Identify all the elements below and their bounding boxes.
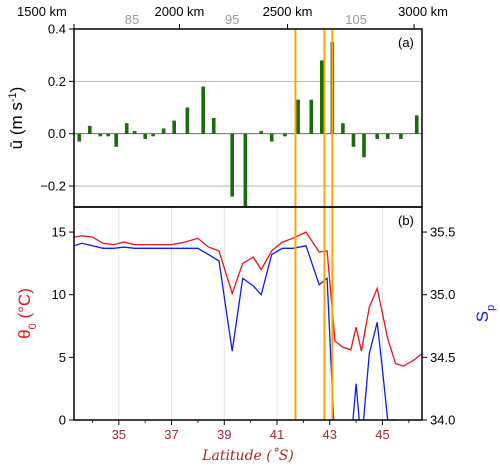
bar (341, 123, 345, 134)
frame-b (73, 206, 423, 421)
theta-line (74, 231, 422, 367)
bar (172, 120, 176, 134)
ytick-label-a: 0.2 (48, 74, 66, 89)
ylabel-b-right: Sp (473, 305, 497, 322)
bar (114, 133, 118, 147)
bar (375, 133, 379, 139)
orange-marker-lines (294, 29, 334, 420)
bar (88, 125, 92, 134)
panel-frames (73, 28, 423, 421)
ytick-label-b-left: 15 (52, 225, 66, 240)
bar (269, 133, 274, 142)
top-label-distance: 1500 km (17, 4, 67, 19)
xtick-label-b: 39 (217, 427, 231, 442)
ytick-label-a: 0.4 (48, 22, 66, 37)
ytick-label-b-right: 34.0 (430, 413, 455, 428)
bar (185, 107, 190, 134)
bar (211, 118, 216, 134)
bar (98, 133, 103, 137)
xtick-label-b: 35 (112, 427, 126, 442)
top-label-distance: 2500 km (263, 4, 313, 19)
panel-label-b: (b) (398, 213, 414, 228)
ylabel-a: ū (m s-1) (7, 87, 26, 150)
bar (414, 115, 419, 134)
bar (259, 131, 263, 134)
bar (243, 133, 248, 207)
ytick-label-a: 0.0 (48, 126, 66, 141)
bar (143, 133, 147, 139)
xtick-label-b: 45 (375, 427, 389, 442)
bar (385, 133, 390, 139)
top-label-distance: 3000 km (398, 4, 448, 19)
axis-labels: ū (m s-1) θ0 (°C) Sp Latitude (˚S) (7, 87, 497, 464)
bar (132, 131, 137, 134)
bar (106, 133, 111, 137)
top-label-longitude: 95 (225, 12, 239, 27)
panel-a: −0.2 0.0 0.2 0.4 1500 km 2000 km 2500 km 3000 k… (17, 4, 448, 207)
xlabel-b: Latitude (˚S) (201, 447, 294, 464)
ytick-label-b-left: 10 (52, 287, 66, 302)
bar (124, 123, 129, 134)
ytick-label-b-left: 0 (59, 413, 66, 428)
bar (77, 133, 82, 142)
salinity-line (74, 242, 396, 420)
panel-label-a: (a) (398, 35, 414, 50)
top-label-longitude: 105 (345, 12, 367, 27)
bar (283, 133, 287, 137)
ytick-label-b-right: 34.5 (430, 350, 455, 365)
bar (296, 99, 300, 134)
xtick-label-b: 37 (164, 427, 178, 442)
bar (230, 133, 234, 197)
bar (351, 133, 356, 147)
bar (320, 60, 324, 134)
bar (201, 86, 205, 134)
ytick-label-b-right: 35.0 (430, 287, 455, 302)
xtick-label-b: 41 (270, 427, 284, 442)
ytick-label-a: −0.2 (40, 179, 66, 194)
ytick-label-b-left: 5 (59, 350, 66, 365)
ylabel-b-left: θ0 (°C) (15, 288, 39, 339)
bar (399, 133, 403, 139)
frame-a (73, 28, 423, 208)
panel-b: 0 5 10 15 34.0 34.5 35.0 35.5 35 37 39 41 43 45 (b) (52, 207, 455, 442)
bar (309, 99, 314, 134)
bar (161, 128, 166, 134)
top-label-longitude: 85 (125, 12, 139, 27)
ytick-label-b-right: 35.5 (430, 225, 455, 240)
xtick-label-b: 43 (322, 427, 336, 442)
bar (362, 133, 366, 158)
bar (151, 133, 155, 137)
top-label-distance: 2000 km (155, 4, 205, 19)
